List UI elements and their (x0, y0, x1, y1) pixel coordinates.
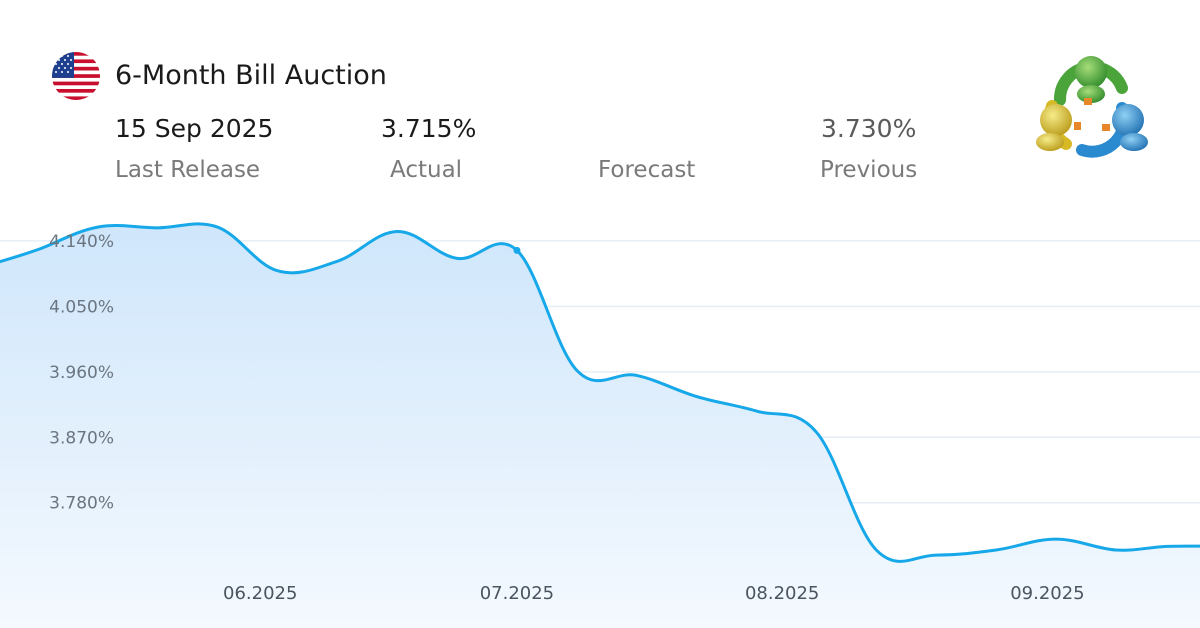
data-point (635, 373, 639, 377)
y-tick-label: 3.780% (49, 494, 114, 514)
page-title: 6-Month Bill Auction (115, 60, 387, 91)
y-tick-label: 4.140% (49, 232, 114, 252)
last-release-label: Last Release (115, 157, 261, 183)
actual-value: 3.715% (381, 114, 477, 143)
highlight-point (513, 246, 521, 254)
previous-label: Previous (820, 157, 918, 183)
data-point (934, 553, 938, 557)
data-point (156, 226, 160, 230)
x-tick-label: 08.2025 (745, 583, 819, 604)
data-point (455, 256, 459, 260)
area-fill (0, 223, 1200, 628)
metatrader-logo-icon (1036, 56, 1148, 158)
actual-label: Actual (390, 157, 463, 183)
x-tick-label: 06.2025 (223, 583, 297, 604)
x-tick-label: 07.2025 (480, 583, 554, 604)
us-flag-icon (52, 52, 100, 100)
data-point (1165, 544, 1169, 548)
forecast-label: Forecast (598, 157, 696, 183)
data-point (1054, 537, 1058, 541)
data-point (395, 229, 399, 233)
data-point (575, 368, 579, 372)
data-point (215, 225, 219, 229)
data-point (814, 430, 818, 434)
data-point (275, 269, 279, 273)
data-point (335, 259, 339, 263)
y-tick-label: 4.050% (49, 297, 114, 317)
y-tick-label: 3.870% (49, 428, 114, 448)
last-release-value: 15 Sep 2025 (115, 114, 274, 143)
data-point (755, 409, 759, 413)
data-point (515, 248, 519, 252)
previous-value: 3.730% (821, 114, 917, 143)
data-point (96, 225, 100, 229)
data-point (994, 548, 998, 552)
data-point (874, 548, 878, 552)
x-tick-label: 09.2025 (1010, 583, 1084, 604)
data-point (36, 248, 40, 252)
series-line (0, 222, 1200, 563)
y-tick-label: 3.960% (49, 363, 114, 383)
data-point (695, 395, 699, 399)
data-point (1114, 548, 1118, 552)
